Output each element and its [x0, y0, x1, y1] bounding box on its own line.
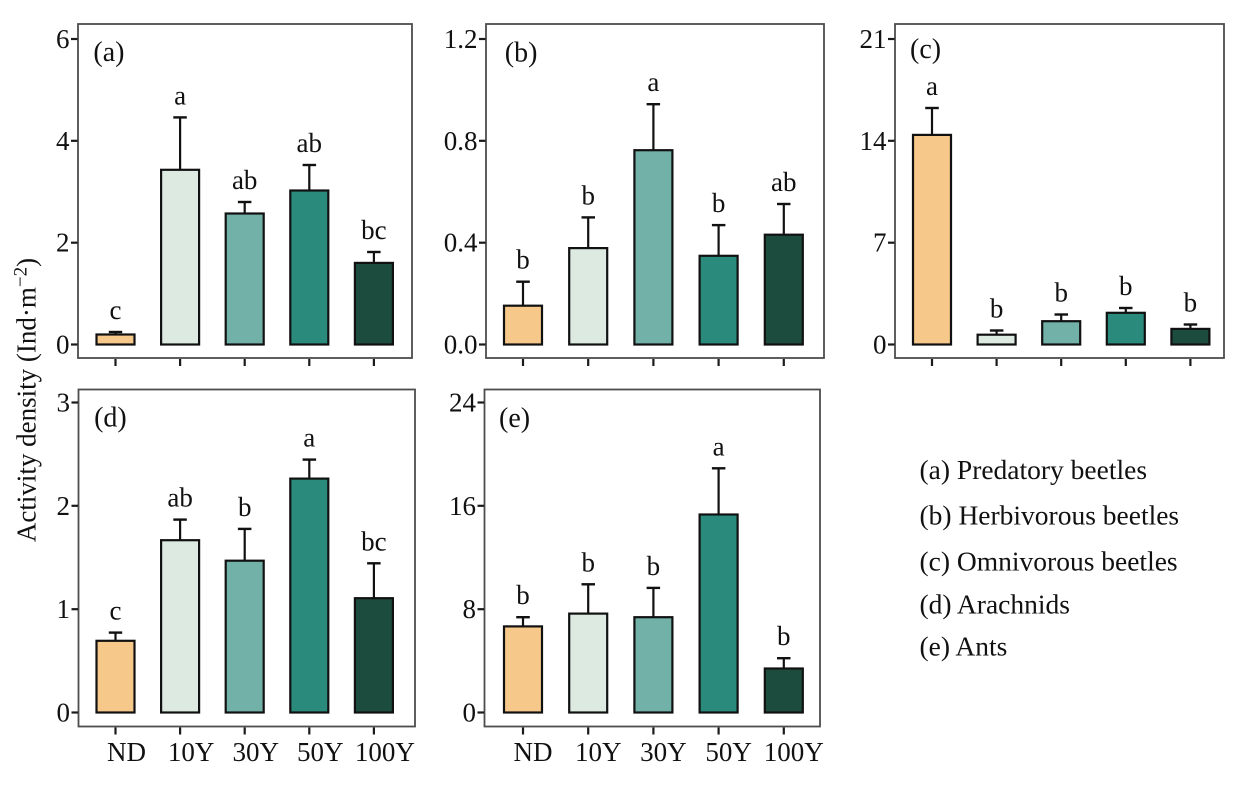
svg-text:0: 0: [873, 330, 887, 360]
svg-text:30Y: 30Y: [640, 737, 687, 767]
svg-text:c: c: [110, 295, 122, 325]
svg-text:30Y: 30Y: [232, 737, 279, 767]
svg-text:b: b: [777, 621, 791, 651]
svg-text:(c) Omnivorous beetles: (c) Omnivorous beetles: [920, 546, 1178, 577]
svg-text:50Y: 50Y: [297, 737, 344, 767]
svg-text:100Y: 100Y: [355, 737, 415, 767]
svg-text:ab: ab: [771, 167, 796, 197]
svg-text:(d): (d): [94, 403, 127, 434]
svg-text:ab: ab: [167, 483, 192, 513]
svg-text:b: b: [712, 188, 726, 218]
svg-text:(b): (b): [505, 37, 538, 68]
svg-text:0.0: 0.0: [444, 330, 478, 360]
svg-text:7: 7: [873, 228, 887, 258]
svg-text:(a): (a): [93, 37, 124, 68]
svg-text:16: 16: [449, 491, 476, 521]
svg-text:24: 24: [449, 388, 477, 418]
svg-text:bc: bc: [361, 215, 387, 245]
svg-text:0: 0: [57, 698, 71, 728]
svg-text:a: a: [926, 71, 938, 101]
svg-text:b: b: [1054, 278, 1068, 308]
svg-text:0: 0: [463, 698, 477, 728]
svg-text:10Y: 10Y: [168, 737, 215, 767]
svg-text:a: a: [713, 431, 725, 461]
svg-text:c: c: [110, 596, 122, 626]
svg-text:(b) Herbivorous beetles: (b) Herbivorous beetles: [920, 500, 1180, 531]
svg-text:1.2: 1.2: [444, 24, 478, 54]
svg-text:b: b: [581, 547, 595, 577]
svg-text:(e) Ants: (e) Ants: [920, 631, 1008, 662]
svg-text:a: a: [303, 423, 315, 453]
svg-text:14: 14: [860, 126, 888, 156]
svg-text:2: 2: [57, 491, 71, 521]
svg-text:a: a: [647, 67, 659, 97]
svg-text:21: 21: [860, 24, 887, 54]
svg-text:bc: bc: [361, 526, 387, 556]
svg-text:b: b: [516, 245, 530, 275]
svg-text:b: b: [1119, 271, 1133, 301]
svg-text:a: a: [174, 80, 186, 110]
svg-text:b: b: [1184, 288, 1198, 318]
svg-text:ND: ND: [514, 737, 553, 767]
svg-text:50Y: 50Y: [705, 737, 752, 767]
svg-text:b: b: [581, 180, 595, 210]
svg-text:0.4: 0.4: [444, 228, 478, 258]
svg-text:(c): (c): [910, 34, 941, 65]
svg-text:10Y: 10Y: [575, 737, 622, 767]
svg-text:6: 6: [56, 24, 70, 54]
svg-text:3: 3: [57, 388, 71, 418]
svg-text:(d) Arachnids: (d) Arachnids: [920, 589, 1070, 620]
svg-text:ab: ab: [232, 165, 257, 195]
svg-text:ab: ab: [297, 128, 322, 158]
svg-text:(e): (e): [499, 403, 530, 434]
svg-text:2: 2: [56, 228, 70, 258]
svg-text:b: b: [238, 492, 252, 522]
svg-text:b: b: [516, 580, 530, 610]
svg-text:100Y: 100Y: [764, 737, 824, 767]
svg-text:(a) Predatory beetles: (a) Predatory beetles: [920, 454, 1148, 485]
svg-text:0: 0: [56, 330, 70, 360]
svg-text:1: 1: [57, 594, 71, 624]
svg-text:0.8: 0.8: [444, 126, 478, 156]
svg-text:8: 8: [463, 594, 477, 624]
svg-text:Activity density (Ind·m−2): Activity density (Ind·m−2): [11, 258, 42, 542]
svg-text:b: b: [647, 551, 661, 581]
svg-text:ND: ND: [107, 737, 146, 767]
svg-text:4: 4: [56, 126, 70, 156]
svg-text:b: b: [990, 294, 1004, 324]
